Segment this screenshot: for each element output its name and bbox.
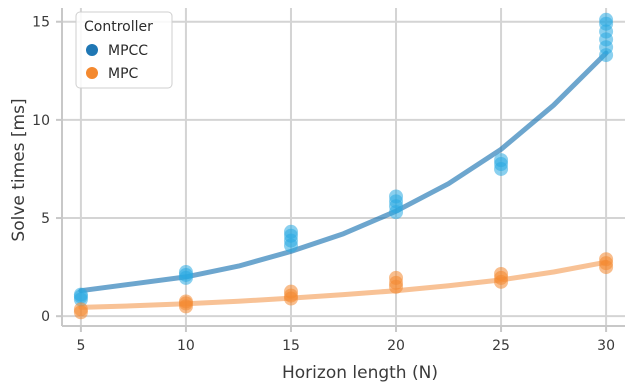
data-point-mpcc bbox=[73, 287, 88, 302]
data-point-mpc bbox=[494, 266, 509, 281]
data-point-mpc bbox=[283, 284, 298, 299]
data-point-mpcc bbox=[178, 265, 193, 280]
legend-label-mpc: MPC bbox=[108, 66, 139, 82]
data-point-mpcc bbox=[283, 224, 298, 239]
legend: Controller MPCC MPC bbox=[75, 11, 173, 89]
tick-labels: 5 10 15 20 25 30 0 5 10 15 bbox=[32, 15, 615, 354]
data-point-mpcc bbox=[389, 189, 404, 204]
x-tick-label: 30 bbox=[597, 338, 615, 354]
legend-marker-mpcc bbox=[86, 44, 98, 56]
y-tick-label: 15 bbox=[32, 15, 50, 31]
data-points bbox=[73, 12, 614, 320]
axes bbox=[61, 8, 625, 327]
x-tick-label: 25 bbox=[492, 338, 510, 354]
data-point-mpc bbox=[73, 302, 88, 317]
data-point-mpcc bbox=[494, 153, 509, 168]
fit-line-mpc bbox=[78, 259, 609, 310]
data-point-mpc bbox=[389, 270, 404, 285]
data-point-mpc bbox=[599, 252, 614, 267]
y-tick-label: 0 bbox=[41, 309, 50, 325]
data-point-mpc bbox=[178, 294, 193, 309]
y-tick-label: 5 bbox=[41, 211, 50, 227]
x-axis-label: Horizon length (N) bbox=[282, 363, 438, 383]
legend-marker-mpc bbox=[86, 67, 98, 79]
y-tick-label: 10 bbox=[32, 113, 50, 129]
x-tick-label: 20 bbox=[387, 338, 405, 354]
y-axis-label: Solve times [ms] bbox=[9, 98, 29, 241]
fit-lines bbox=[78, 50, 609, 310]
data-point-mpcc bbox=[599, 12, 614, 27]
legend-title: Controller bbox=[84, 19, 153, 35]
x-tick-label: 5 bbox=[76, 338, 85, 354]
legend-label-mpcc: MPCC bbox=[108, 43, 148, 59]
x-tick-label: 10 bbox=[177, 338, 195, 354]
legend-frame bbox=[75, 11, 173, 89]
x-tick-label: 15 bbox=[282, 338, 300, 354]
fit-line-mpcc bbox=[78, 50, 609, 294]
